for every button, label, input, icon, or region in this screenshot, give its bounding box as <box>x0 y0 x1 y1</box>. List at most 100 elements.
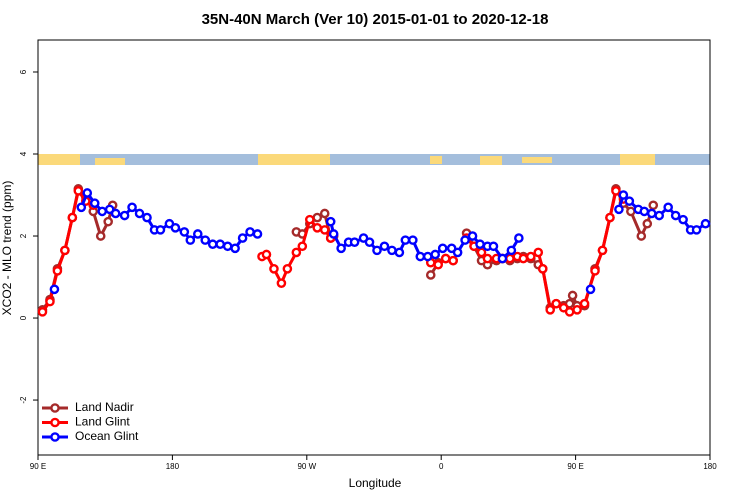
land-ocean-strip <box>38 154 710 165</box>
y-axis-label: XCO2 - MLO trend (ppm) <box>0 181 14 316</box>
data-point <box>319 208 330 219</box>
land-band <box>95 158 125 165</box>
data-point <box>497 253 508 264</box>
legend-marker <box>50 432 60 442</box>
x-tick-label: 180 <box>703 462 717 471</box>
data-point <box>349 237 360 247</box>
data-point <box>325 216 336 227</box>
y-tick-label: 0 <box>19 315 28 320</box>
ocean-band <box>38 154 710 165</box>
data-point <box>648 200 659 211</box>
data-point <box>545 305 556 315</box>
data-point <box>37 307 48 317</box>
data-point <box>276 278 287 288</box>
data-point <box>482 253 493 264</box>
data-point <box>328 229 339 239</box>
data-point <box>564 307 575 317</box>
data-point <box>185 235 196 245</box>
data-point <box>614 204 624 215</box>
data-point <box>76 202 87 213</box>
x-tick-label: 90 E <box>30 462 46 471</box>
data-point <box>142 212 152 223</box>
data-point <box>89 198 100 209</box>
data-point <box>364 237 375 247</box>
x-axis-label: Longitude <box>349 476 402 490</box>
data-point <box>134 208 145 219</box>
data-point <box>579 298 590 309</box>
data-point <box>590 266 600 276</box>
data-point <box>476 247 487 258</box>
data-point <box>663 202 673 213</box>
data-point <box>119 210 130 221</box>
data-point <box>372 245 382 256</box>
y-tick-label: 4 <box>19 151 28 156</box>
data-point <box>425 270 436 280</box>
data-point <box>572 305 582 315</box>
data-point <box>312 223 323 233</box>
data-point <box>433 259 444 270</box>
data-point <box>646 208 657 219</box>
data-point <box>430 249 441 260</box>
data-point <box>49 284 60 295</box>
y-tick-label: -2 <box>19 396 28 404</box>
data-point <box>400 235 411 245</box>
data-point <box>312 212 323 223</box>
data-point <box>230 243 240 254</box>
data-point <box>282 264 293 274</box>
data-point <box>551 298 561 309</box>
data-point <box>103 216 113 227</box>
data-point <box>488 241 499 252</box>
data-point <box>60 245 70 256</box>
data-point <box>319 225 330 235</box>
data-point <box>408 235 418 245</box>
land-band <box>480 156 502 165</box>
data-point <box>654 210 665 221</box>
data-point <box>207 239 218 250</box>
data-point <box>155 225 166 235</box>
data-point <box>691 225 702 235</box>
legend-label: Land Glint <box>75 415 130 429</box>
y-tick-label: 2 <box>19 233 28 238</box>
data-point <box>567 290 578 301</box>
data-point <box>642 218 653 229</box>
legend-label: Land Nadir <box>75 400 134 414</box>
data-point <box>597 245 608 256</box>
data-point <box>387 245 397 256</box>
legend-marker <box>50 403 60 413</box>
data-point <box>415 251 426 262</box>
data-point <box>291 247 302 258</box>
data-point <box>110 208 121 219</box>
series <box>49 188 711 295</box>
land-band <box>38 154 80 165</box>
data-point <box>245 227 255 237</box>
data-point <box>97 206 108 217</box>
data-point <box>514 233 524 243</box>
data-point <box>467 231 478 241</box>
data-point <box>506 245 517 256</box>
data-point <box>269 264 279 274</box>
data-point <box>394 247 405 258</box>
x-tick-label: 90 W <box>297 462 316 471</box>
data-point <box>537 264 548 274</box>
data-point <box>437 243 448 254</box>
y-tick-label: 6 <box>19 69 28 74</box>
data-point <box>422 251 433 262</box>
data-point <box>170 223 181 233</box>
data-point <box>639 206 650 217</box>
data-point <box>200 235 211 245</box>
data-point <box>379 241 390 252</box>
data-point <box>237 233 248 243</box>
land-band <box>620 154 655 165</box>
x-tick-label: 90 E <box>567 462 583 471</box>
legend-label: Ocean Glint <box>75 429 139 443</box>
data-point <box>222 241 233 252</box>
data-point <box>336 243 346 254</box>
data-point <box>526 251 536 262</box>
series <box>37 186 629 317</box>
data-point <box>452 247 463 258</box>
data-point <box>475 239 485 250</box>
data-point <box>448 255 458 266</box>
data-point <box>95 231 106 241</box>
